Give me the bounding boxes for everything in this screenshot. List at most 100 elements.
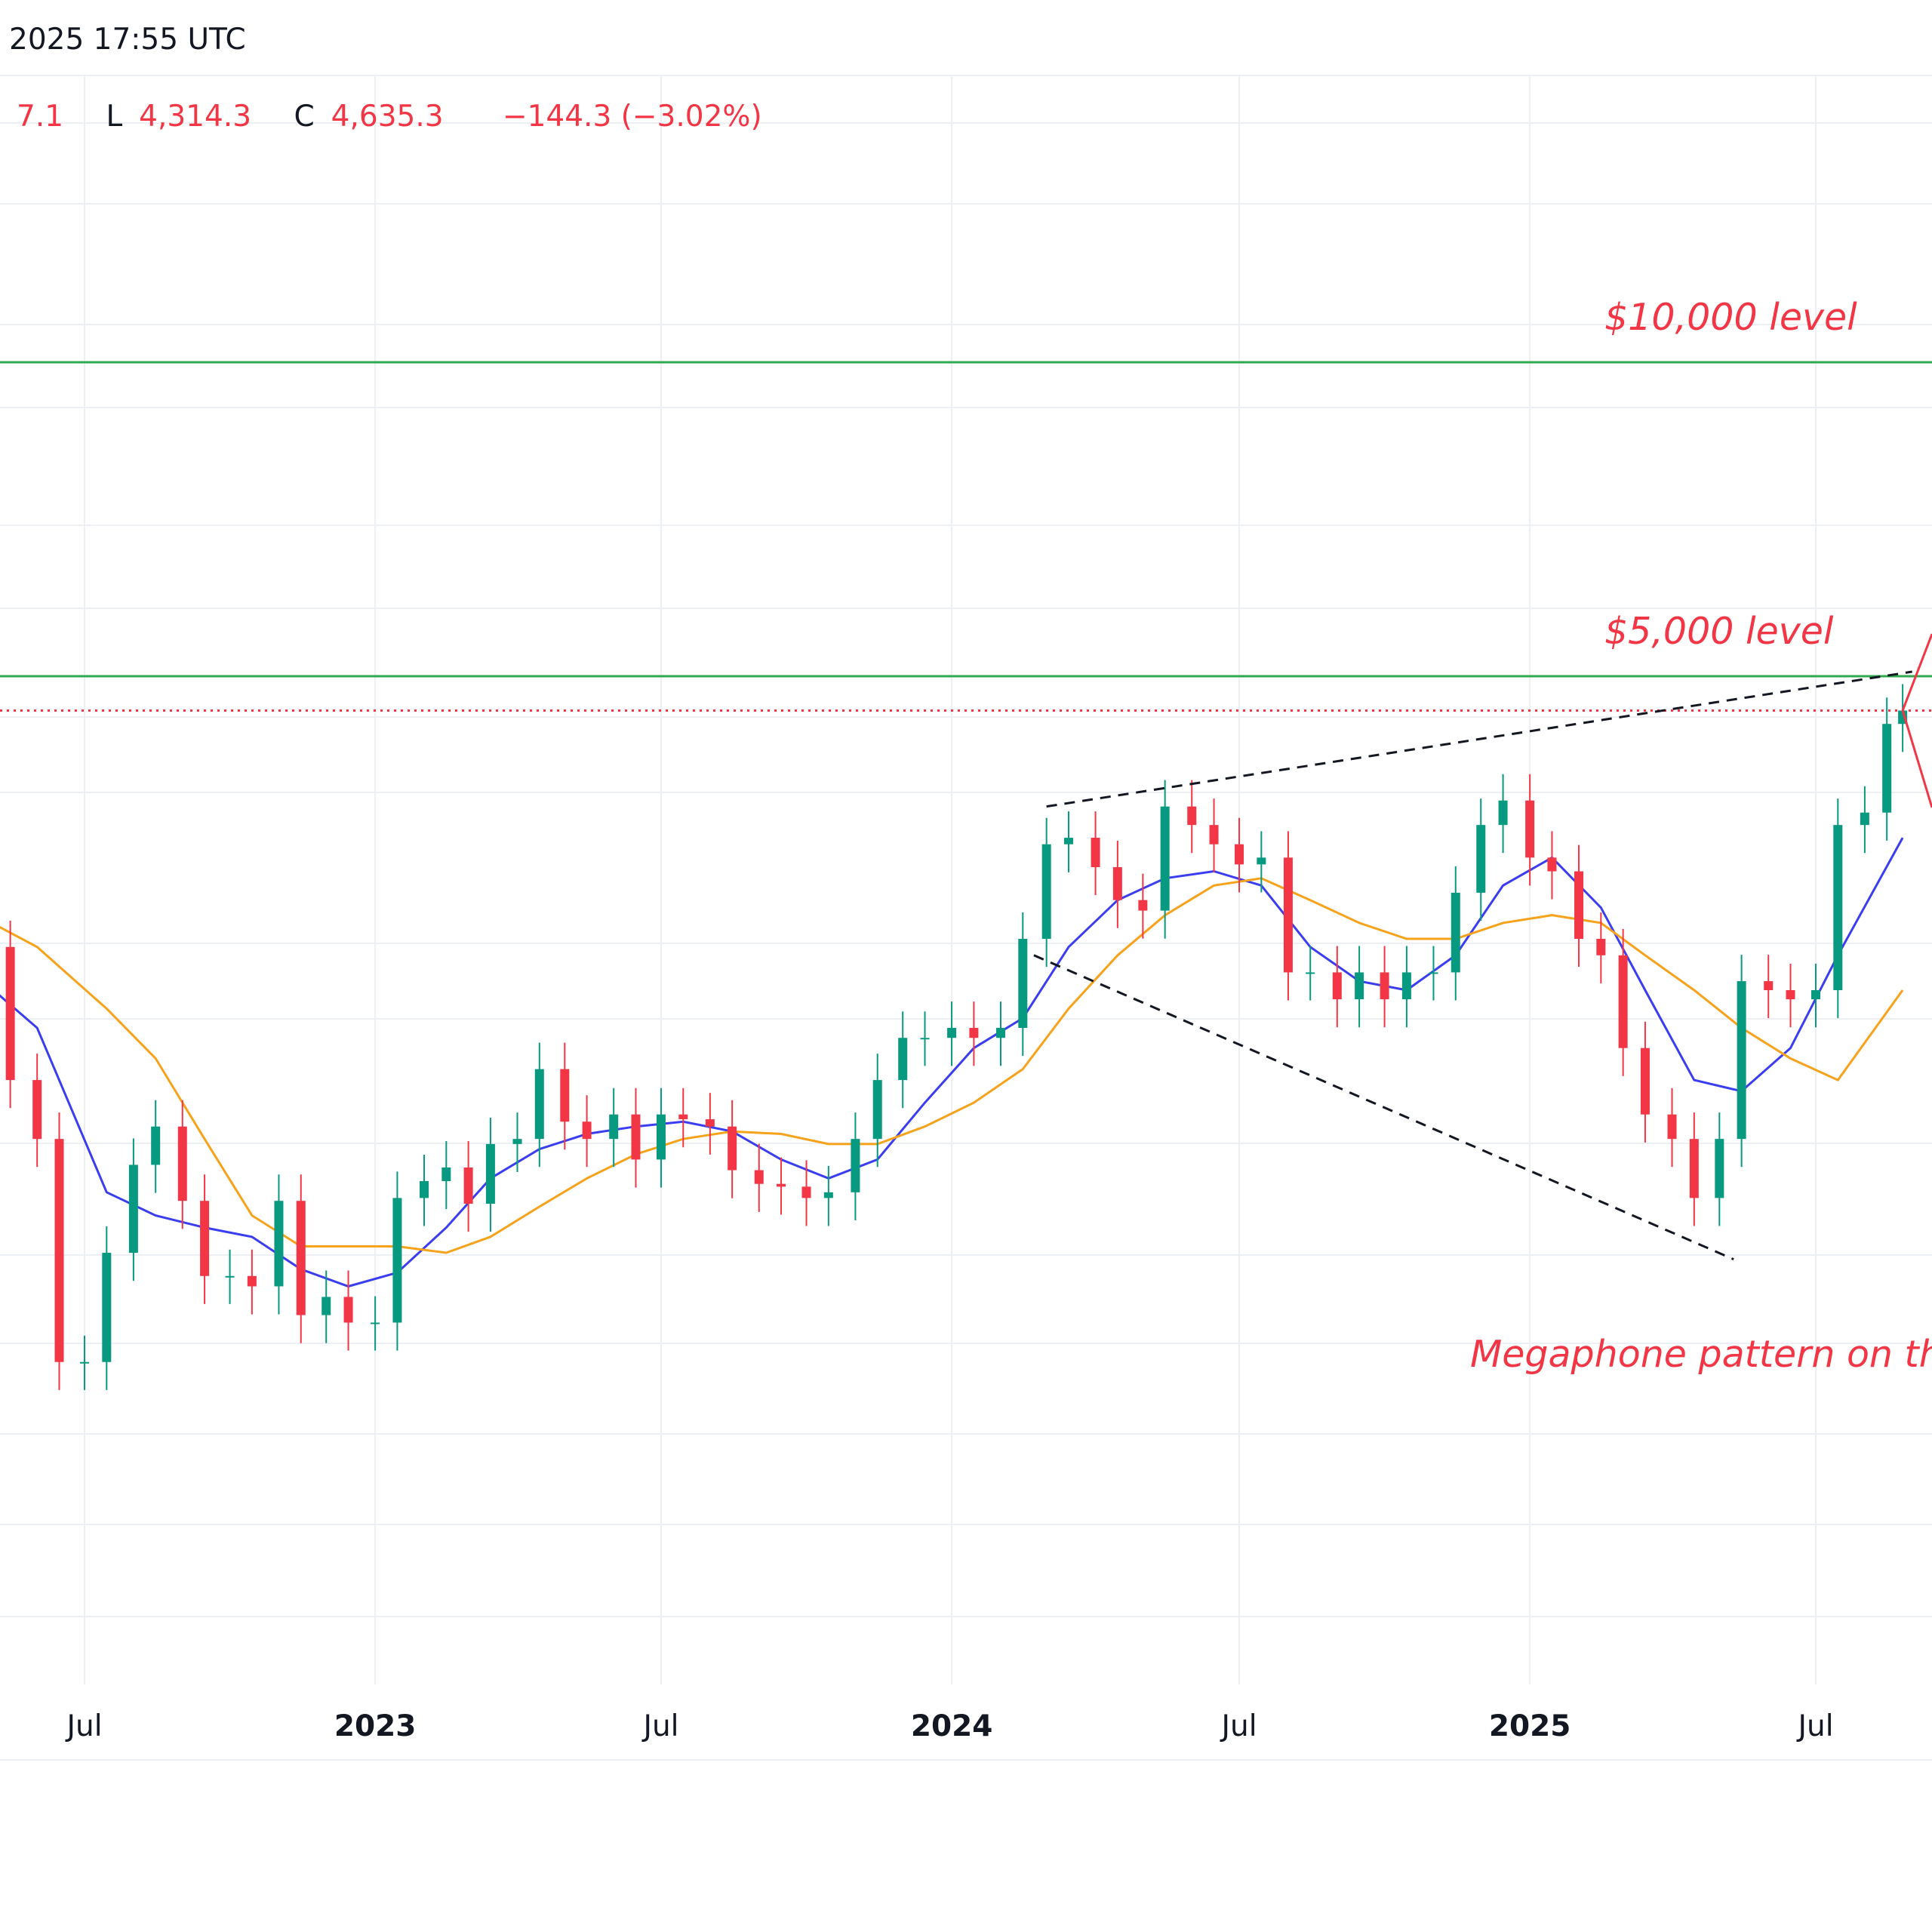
candle bbox=[1332, 946, 1342, 1028]
candle bbox=[560, 1042, 570, 1150]
candle-body bbox=[920, 1038, 930, 1040]
candle bbox=[1833, 798, 1843, 1019]
candle bbox=[851, 1112, 860, 1220]
x-tick-label: 2025 bbox=[1489, 1709, 1571, 1743]
candle bbox=[1764, 955, 1774, 1019]
candle bbox=[1160, 780, 1170, 939]
candle-body bbox=[1257, 857, 1266, 865]
candle bbox=[1640, 1021, 1650, 1143]
annotation-megaphone[interactable]: Megaphone pattern on the bbox=[1470, 1333, 1932, 1376]
candle bbox=[151, 1100, 161, 1193]
candle-body bbox=[1283, 857, 1293, 973]
candle bbox=[754, 1143, 764, 1212]
annotation-5000-level[interactable]: $5,000 level bbox=[1604, 610, 1834, 653]
candle-body bbox=[1574, 871, 1584, 939]
candle bbox=[969, 1001, 979, 1066]
megaphone-lower-trendline bbox=[1033, 954, 1734, 1260]
candle-body bbox=[1882, 724, 1892, 813]
candle bbox=[485, 1117, 495, 1232]
candle bbox=[420, 1155, 429, 1226]
candle-body bbox=[1833, 825, 1843, 990]
candle-body bbox=[1451, 892, 1460, 973]
candle-body bbox=[1786, 990, 1795, 1000]
candle-body bbox=[5, 946, 15, 1081]
candle bbox=[1786, 964, 1795, 1028]
candle-body bbox=[534, 1069, 544, 1140]
candle-body bbox=[102, 1252, 112, 1362]
projection-down-line bbox=[1901, 710, 1932, 808]
candle bbox=[321, 1270, 331, 1343]
candle-body bbox=[1429, 972, 1438, 974]
candle bbox=[102, 1226, 112, 1390]
candle bbox=[1429, 946, 1438, 1001]
candle bbox=[1306, 946, 1315, 1001]
candle-body bbox=[1764, 981, 1774, 990]
candle bbox=[582, 1095, 592, 1168]
candle bbox=[1235, 817, 1244, 893]
candle bbox=[728, 1100, 737, 1198]
candle-body bbox=[560, 1069, 570, 1122]
ohlc-close: C 4,635.3 bbox=[294, 100, 444, 134]
candle-body bbox=[1860, 812, 1869, 826]
candle-body bbox=[1401, 972, 1411, 1000]
candle bbox=[1525, 774, 1535, 886]
candle-body bbox=[1547, 857, 1557, 872]
candle bbox=[609, 1088, 619, 1168]
candle bbox=[920, 1011, 930, 1066]
candle-body bbox=[1689, 1139, 1699, 1198]
candle-body bbox=[485, 1143, 495, 1204]
candle bbox=[1667, 1088, 1677, 1168]
candle-body bbox=[1737, 981, 1746, 1140]
candle bbox=[32, 1054, 42, 1168]
candle-body bbox=[177, 1126, 187, 1201]
projection-up-line bbox=[1901, 633, 1932, 711]
candle bbox=[1041, 817, 1051, 968]
trendlines[interactable] bbox=[1033, 633, 1932, 1260]
x-tick-label: Jul bbox=[1795, 1709, 1833, 1743]
candle bbox=[1618, 928, 1628, 1076]
x-tick-label: Jul bbox=[64, 1709, 102, 1743]
candle bbox=[1138, 873, 1148, 939]
x-tick-label: Jul bbox=[1219, 1709, 1257, 1743]
candle bbox=[872, 1054, 882, 1168]
candle bbox=[678, 1088, 688, 1148]
candle bbox=[1209, 798, 1219, 872]
candle bbox=[5, 920, 15, 1109]
candle bbox=[1063, 811, 1073, 872]
candle bbox=[1689, 1112, 1699, 1226]
horizontal-levels bbox=[0, 361, 1932, 712]
candle bbox=[1091, 811, 1100, 896]
candle bbox=[1715, 1112, 1724, 1226]
candle-body bbox=[1811, 990, 1820, 1000]
candle bbox=[898, 1011, 908, 1109]
candle bbox=[343, 1270, 353, 1351]
candle-body bbox=[1209, 825, 1219, 844]
candle bbox=[1283, 831, 1293, 1001]
candle-body bbox=[1187, 806, 1197, 826]
candle-body bbox=[296, 1201, 306, 1315]
candle-body bbox=[247, 1275, 257, 1287]
candle-body bbox=[1091, 838, 1100, 868]
candle-body bbox=[1112, 867, 1122, 900]
candle bbox=[1860, 786, 1869, 854]
time-axis: Jul 2023 Jul 2024 Jul 2025 Jul bbox=[0, 1709, 1932, 1761]
grid bbox=[0, 75, 1932, 1684]
candle bbox=[1380, 946, 1389, 1028]
candle-body bbox=[54, 1139, 64, 1362]
candle bbox=[200, 1174, 210, 1304]
annotation-10000-level[interactable]: $10,000 level bbox=[1604, 296, 1857, 339]
candle bbox=[1882, 697, 1892, 841]
ohlc-low: L 4,314.3 bbox=[106, 100, 252, 134]
candle bbox=[801, 1160, 811, 1226]
candle-body bbox=[1618, 955, 1628, 1048]
candle-body bbox=[225, 1275, 235, 1278]
candle-body bbox=[321, 1297, 331, 1315]
candle-body bbox=[1160, 806, 1170, 911]
candle bbox=[1547, 831, 1557, 900]
candle bbox=[1574, 844, 1584, 968]
candle-body bbox=[128, 1164, 138, 1253]
candle-body bbox=[420, 1181, 429, 1198]
candle-body bbox=[441, 1168, 451, 1182]
candle-body bbox=[1063, 838, 1073, 844]
